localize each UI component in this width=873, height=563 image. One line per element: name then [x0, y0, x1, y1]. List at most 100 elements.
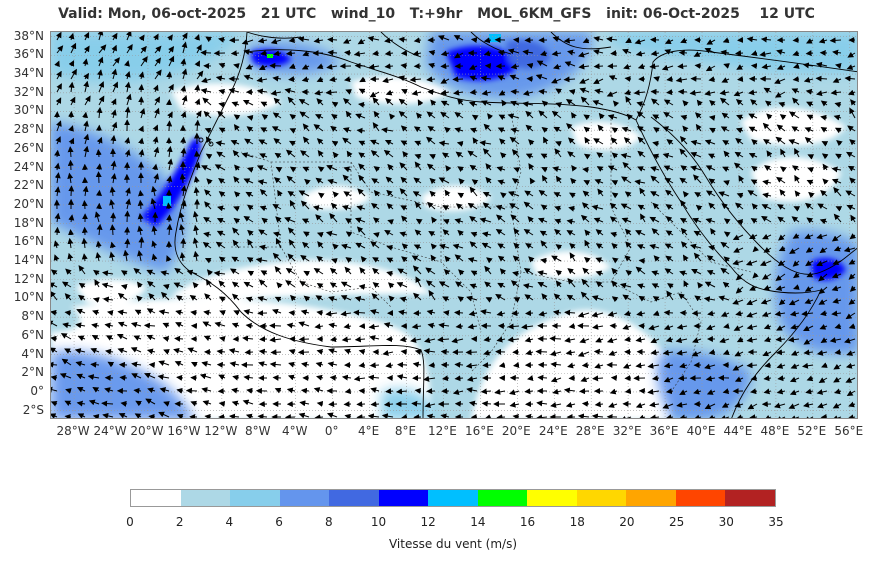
- wind-arrow: [524, 388, 534, 395]
- wind-arrow: [299, 111, 310, 119]
- wind-arrow: [398, 98, 408, 106]
- wind-arrow: [789, 111, 800, 119]
- colorbar-segment: [279, 490, 330, 506]
- wind-arrow: [457, 98, 464, 106]
- wind-arrow: [806, 101, 814, 108]
- wind-arrow: [835, 206, 843, 212]
- wind-arrow: [846, 64, 856, 70]
- wind-arrow: [794, 148, 800, 158]
- wind-arrow: [472, 137, 479, 145]
- wind-arrow: [807, 154, 815, 160]
- wind-arrow: [316, 98, 324, 106]
- wind-arrow: [143, 322, 156, 329]
- wind-arrow: [850, 99, 857, 106]
- latitude-label: 38°N: [13, 28, 44, 43]
- wind-arrow: [270, 349, 282, 356]
- longitude-label: 8°W: [245, 424, 271, 438]
- wind-arrow: [412, 50, 422, 57]
- wind-arrow: [314, 89, 324, 96]
- wind-arrow: [124, 81, 131, 93]
- longitude-label: 16°E: [464, 424, 494, 438]
- latitude-label: 0°: [30, 383, 44, 398]
- wind-arrow: [708, 202, 716, 210]
- wind-arrow: [549, 335, 562, 342]
- wind-arrow: [689, 89, 702, 96]
- title-utc: 21 UTC: [260, 6, 317, 22]
- wind-arrow: [469, 186, 478, 197]
- wind-arrow: [152, 136, 159, 145]
- wind-arrow: [776, 176, 786, 184]
- wind-arrow: [664, 177, 674, 184]
- wind-arrow: [272, 75, 282, 82]
- wind-arrow: [218, 88, 226, 95]
- wind-arrow: [218, 127, 226, 134]
- wind-arrow: [634, 179, 646, 186]
- wind-arrow: [580, 214, 590, 223]
- latitude-label: 26°N: [13, 140, 44, 155]
- wind-arrow: [704, 47, 716, 54]
- colorbar-tick-label: 4: [225, 515, 234, 529]
- wind-arrow: [695, 123, 702, 132]
- wind-arrow: [581, 400, 590, 407]
- wind-arrow: [97, 32, 104, 41]
- wind-arrow: [820, 190, 828, 197]
- wind-arrow: [400, 205, 408, 211]
- wind-arrow: [718, 191, 730, 197]
- wind-arrow: [416, 112, 423, 119]
- wind-arrow: [166, 175, 173, 184]
- wind-arrow: [428, 362, 436, 369]
- wind-arrow: [234, 164, 241, 171]
- wind-arrow: [358, 88, 366, 95]
- wind-arrow: [176, 374, 184, 381]
- wind-map[interactable]: [50, 31, 858, 419]
- wind-arrow: [497, 49, 506, 56]
- wind-arrow: [453, 89, 464, 96]
- wind-arrow: [469, 127, 478, 134]
- wind-arrow: [720, 126, 730, 132]
- wind-arrow: [566, 218, 576, 225]
- wind-arrow: [277, 189, 283, 197]
- wind-arrow: [467, 150, 478, 158]
- wind-arrow: [178, 211, 185, 223]
- wind-arrow: [384, 37, 394, 44]
- wind-arrow: [180, 85, 187, 93]
- wind-arrow: [441, 152, 450, 159]
- wind-arrow: [606, 91, 618, 97]
- wind-arrow: [483, 50, 492, 57]
- wind-arrow: [358, 163, 366, 171]
- wind-arrow: [847, 165, 856, 172]
- wind-arrow: [528, 163, 535, 171]
- wind-arrow: [138, 137, 145, 145]
- wind-arrow: [327, 49, 338, 56]
- wind-arrow: [498, 89, 506, 96]
- wind-arrow: [137, 199, 144, 210]
- wind-arrow: [583, 126, 591, 133]
- wind-arrow: [400, 62, 408, 69]
- longitude-label: 24°E: [538, 424, 568, 438]
- colorbar-segment: [131, 490, 181, 506]
- wind-arrow: [682, 100, 689, 107]
- wind-arrow: [496, 414, 506, 418]
- wind-arrow: [621, 126, 632, 133]
- wind-arrow: [140, 56, 148, 67]
- wind-arrow: [67, 172, 74, 184]
- wind-arrow: [326, 164, 338, 171]
- wind-arrow: [284, 87, 296, 94]
- wind-arrow: [766, 150, 773, 158]
- wind-arrow: [738, 175, 745, 184]
- wind-arrow: [804, 127, 814, 133]
- wind-arrow: [138, 125, 144, 133]
- wind-arrow: [469, 215, 478, 223]
- wind-arrow: [692, 217, 702, 224]
- latitude-label: 8°N: [21, 309, 44, 324]
- colorbar-segment: [180, 490, 231, 506]
- wind-arrow: [455, 203, 464, 210]
- wind-arrow: [482, 148, 492, 158]
- colorbar-tick-label: 2: [175, 515, 184, 529]
- wind-arrow: [723, 180, 730, 186]
- wind-arrow: [846, 204, 856, 211]
- wind-arrow: [214, 164, 226, 171]
- wind-arrow: [610, 137, 618, 145]
- wind-arrow: [454, 218, 464, 224]
- wind-arrow: [389, 113, 396, 120]
